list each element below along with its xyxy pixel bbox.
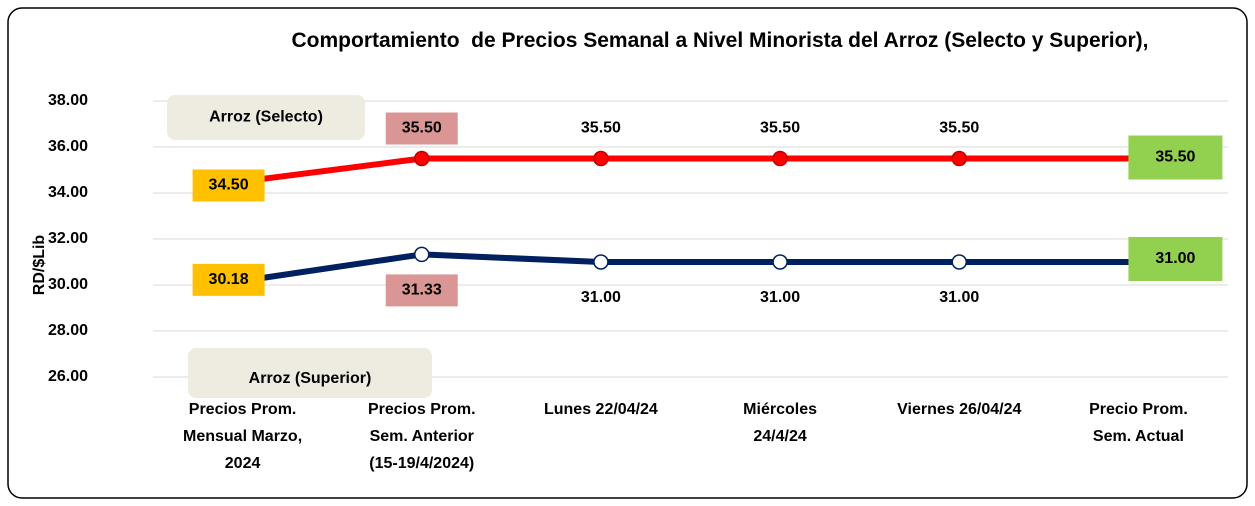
point <box>772 254 788 270</box>
x-tick-label: Lunes 22/04/24 <box>544 401 658 418</box>
data-label: 35.50 <box>760 120 800 137</box>
data-label: 35.50 <box>581 120 621 137</box>
data-label-box <box>1128 237 1223 281</box>
data-label: 31.00 <box>939 289 979 306</box>
data-label: 35.50 <box>939 120 979 137</box>
data-label-box <box>385 274 458 307</box>
data-label-box <box>385 112 458 145</box>
x-tick-label: Precio Prom. Sem. Actual <box>1089 401 1188 445</box>
series-line <box>242 155 1139 185</box>
point <box>593 150 609 167</box>
data-label: 31.33 <box>402 282 442 299</box>
point <box>951 150 967 167</box>
legend-label: Arroz (Superior) <box>249 370 372 387</box>
data-label: 35.50 <box>1155 149 1195 166</box>
data-label-box <box>192 263 265 296</box>
x-tick-label: Precios Prom. Mensual Marzo, 2024 <box>183 401 302 472</box>
legend-label: Arroz (Selecto) <box>209 109 323 126</box>
x-tick-label: Miércoles 24/4/24 <box>743 401 817 445</box>
point <box>414 246 430 263</box>
data-label: 35.50 <box>402 120 442 137</box>
chart-title: Comportamiento de Precios Semanal a Nive… <box>291 29 1149 52</box>
y-axis-label: RD/$Lib <box>31 235 48 296</box>
data-label-box <box>1128 135 1223 180</box>
y-tick-label: 38.00 <box>48 92 88 109</box>
y-tick-label: 28.00 <box>48 322 88 339</box>
series-line <box>242 251 1139 284</box>
y-tick-label: 26.00 <box>48 368 88 385</box>
y-tick-label: 34.00 <box>48 184 88 201</box>
point <box>772 150 788 167</box>
title-box: Comportamiento de Precios Semanal a Nive… <box>291 29 1149 52</box>
data-label: 30.18 <box>209 271 249 288</box>
y-tick-label: 36.00 <box>48 138 88 155</box>
data-label: 31.00 <box>1155 250 1195 267</box>
y-tick-label: 32.00 <box>48 230 88 247</box>
data-label: 34.50 <box>209 177 249 194</box>
x-tick-label: Precios Prom. Sem. Anterior (15-19/4/2024) <box>368 401 476 472</box>
point <box>414 150 430 167</box>
point <box>593 254 609 270</box>
legend-box <box>188 348 432 398</box>
legend-box <box>167 95 365 140</box>
data-label: 31.00 <box>581 289 621 306</box>
data-label-box <box>192 169 265 202</box>
point <box>951 254 967 270</box>
y-tick-label: 30.00 <box>48 276 88 293</box>
data-label: 31.00 <box>760 289 800 306</box>
x-tick-label: Viernes 26/04/24 <box>897 401 1021 418</box>
